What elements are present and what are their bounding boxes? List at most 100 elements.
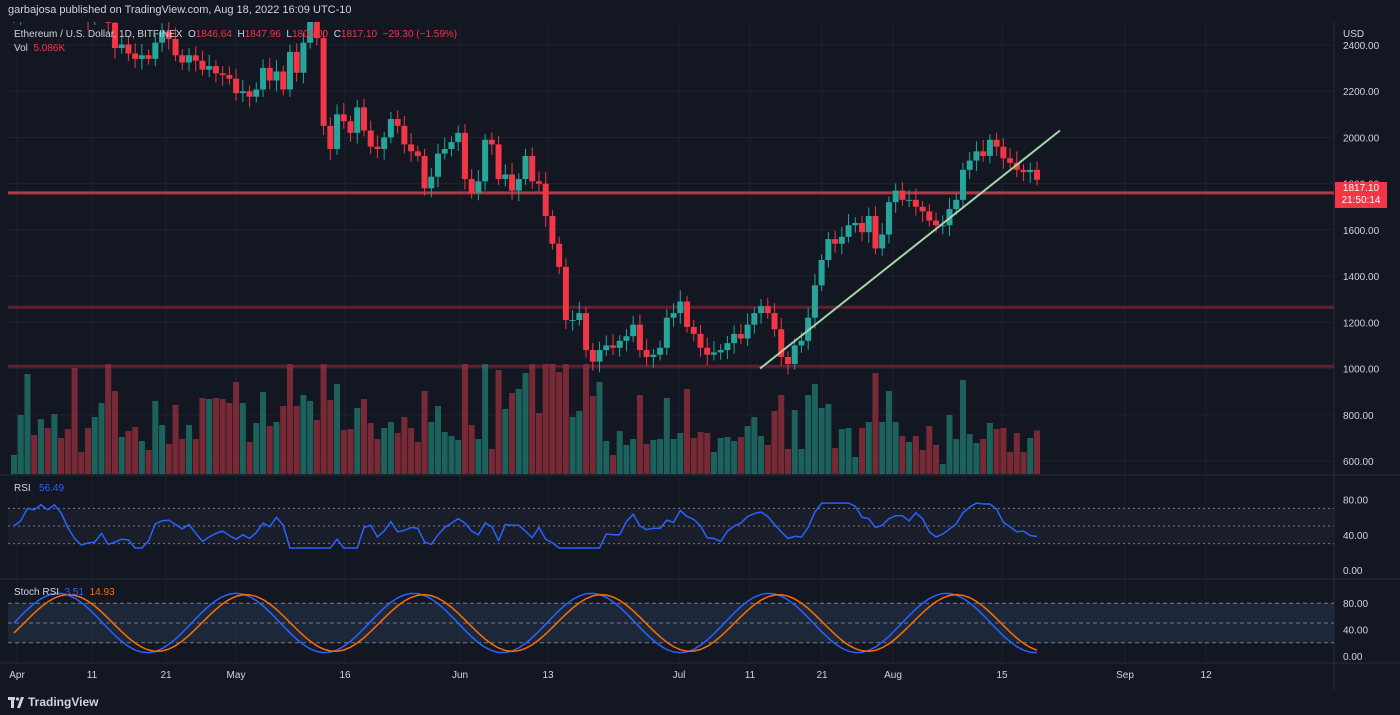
candle-body bbox=[529, 155, 536, 182]
candle-body bbox=[744, 324, 751, 339]
volume-bar bbox=[91, 417, 98, 474]
candle-body bbox=[704, 347, 711, 355]
volume-bar bbox=[569, 417, 576, 474]
volume-bar bbox=[152, 401, 159, 474]
candle-body bbox=[596, 350, 603, 362]
candle-body bbox=[307, 21, 314, 43]
candle-body bbox=[690, 326, 697, 334]
volume-bar bbox=[1007, 452, 1014, 474]
candle-body bbox=[710, 352, 717, 355]
stoch-legend: Stoch RSI 3.51 14.93 bbox=[14, 587, 115, 598]
volume-bar bbox=[408, 428, 415, 474]
volume-bar bbox=[986, 423, 993, 474]
volume-bar bbox=[515, 389, 522, 474]
candle-body bbox=[340, 114, 347, 122]
volume-bar bbox=[509, 393, 516, 474]
volume-bar bbox=[542, 364, 549, 474]
price-tick-label: 2000.00 bbox=[1343, 133, 1380, 144]
candle-body bbox=[401, 125, 408, 145]
candle-body bbox=[549, 216, 556, 244]
time-tick-label: 11 bbox=[745, 670, 756, 681]
volume-bar bbox=[199, 398, 206, 474]
candle-body bbox=[239, 91, 246, 94]
candle-body bbox=[542, 183, 549, 217]
volume-bar bbox=[865, 422, 872, 474]
candle-body bbox=[784, 357, 791, 364]
volume-bar bbox=[71, 368, 78, 474]
volume-bar bbox=[212, 398, 219, 474]
price-tick-label: 1600.00 bbox=[1343, 226, 1380, 237]
volume-bar bbox=[340, 430, 347, 474]
candle-body bbox=[623, 336, 630, 341]
volume-bar bbox=[219, 399, 226, 474]
volume-bar bbox=[125, 431, 132, 474]
candle-body bbox=[260, 67, 267, 90]
main-legend: Ethereum / U.S. Dollar, 1D, BITFINEX O18… bbox=[14, 29, 457, 40]
volume-bar bbox=[145, 450, 152, 474]
candle-body bbox=[354, 107, 361, 133]
volume-bar bbox=[78, 452, 85, 474]
time-axis: Apr 11 21 May 16 Jun 13 Jul 11 21 Aug 15 Sep 12 bbox=[9, 670, 1212, 681]
candle-body bbox=[172, 39, 179, 56]
candle-body bbox=[892, 190, 899, 203]
volume-bar bbox=[360, 399, 367, 474]
candle-body bbox=[872, 216, 879, 249]
volume-bar bbox=[818, 408, 825, 474]
volume-bar bbox=[266, 426, 273, 474]
volume-bar bbox=[98, 403, 105, 474]
volume-bar bbox=[562, 364, 569, 474]
candle-body bbox=[159, 31, 166, 43]
time-tick-label: 12 bbox=[1200, 670, 1212, 681]
stoch-tick-label: 0.00 bbox=[1343, 652, 1363, 663]
volume-bar bbox=[879, 422, 886, 474]
candle-body bbox=[132, 53, 139, 59]
candle-body bbox=[919, 206, 926, 212]
candle-body bbox=[663, 317, 670, 348]
volume-bar bbox=[468, 425, 475, 474]
volume-bar bbox=[946, 415, 953, 474]
volume-legend: Vol 5.086K bbox=[14, 43, 65, 54]
volume-bar bbox=[805, 395, 812, 474]
stoch-tick-label: 80.00 bbox=[1343, 599, 1368, 610]
volume-bar bbox=[51, 414, 58, 474]
candle-body bbox=[737, 333, 744, 339]
candle-body bbox=[569, 320, 576, 322]
candle-body bbox=[1027, 169, 1034, 173]
volume-value: 5.086K bbox=[33, 43, 66, 54]
volume-bar bbox=[885, 391, 892, 474]
volume-bar bbox=[811, 384, 818, 474]
close-value: 1817.10 bbox=[340, 29, 378, 40]
volume-bar bbox=[919, 450, 926, 474]
candle-body bbox=[266, 67, 273, 81]
candle-body bbox=[636, 324, 643, 351]
support-resistance-levels bbox=[8, 191, 1334, 368]
volume-bar bbox=[980, 439, 987, 474]
currency-label: USD bbox=[1343, 29, 1364, 40]
candle-body bbox=[125, 44, 132, 54]
price-tick-label: 1000.00 bbox=[1343, 365, 1380, 376]
candle-body bbox=[603, 345, 610, 351]
candle-body bbox=[334, 114, 341, 149]
volume-bar bbox=[1013, 433, 1020, 474]
candle-body bbox=[192, 55, 199, 61]
volume-bar bbox=[697, 432, 704, 474]
volume-bar bbox=[1027, 438, 1034, 474]
volume-bar bbox=[495, 370, 502, 474]
candle-body bbox=[118, 44, 125, 49]
volume-bar bbox=[872, 373, 879, 474]
candle-body bbox=[428, 176, 435, 189]
candle-body bbox=[751, 313, 758, 325]
candle-body bbox=[381, 137, 388, 149]
volume-bar bbox=[535, 413, 542, 474]
candle-body bbox=[771, 313, 778, 330]
volume-bar bbox=[64, 429, 71, 474]
volume-bar bbox=[273, 422, 280, 474]
volume-bar bbox=[414, 442, 421, 474]
candle-body bbox=[986, 139, 993, 156]
volume-bar bbox=[650, 440, 657, 474]
volume-bar bbox=[764, 445, 771, 474]
volume-bar bbox=[912, 436, 919, 474]
candle-body bbox=[953, 199, 960, 210]
candle-body bbox=[313, 21, 320, 39]
volume-bar bbox=[280, 406, 287, 474]
